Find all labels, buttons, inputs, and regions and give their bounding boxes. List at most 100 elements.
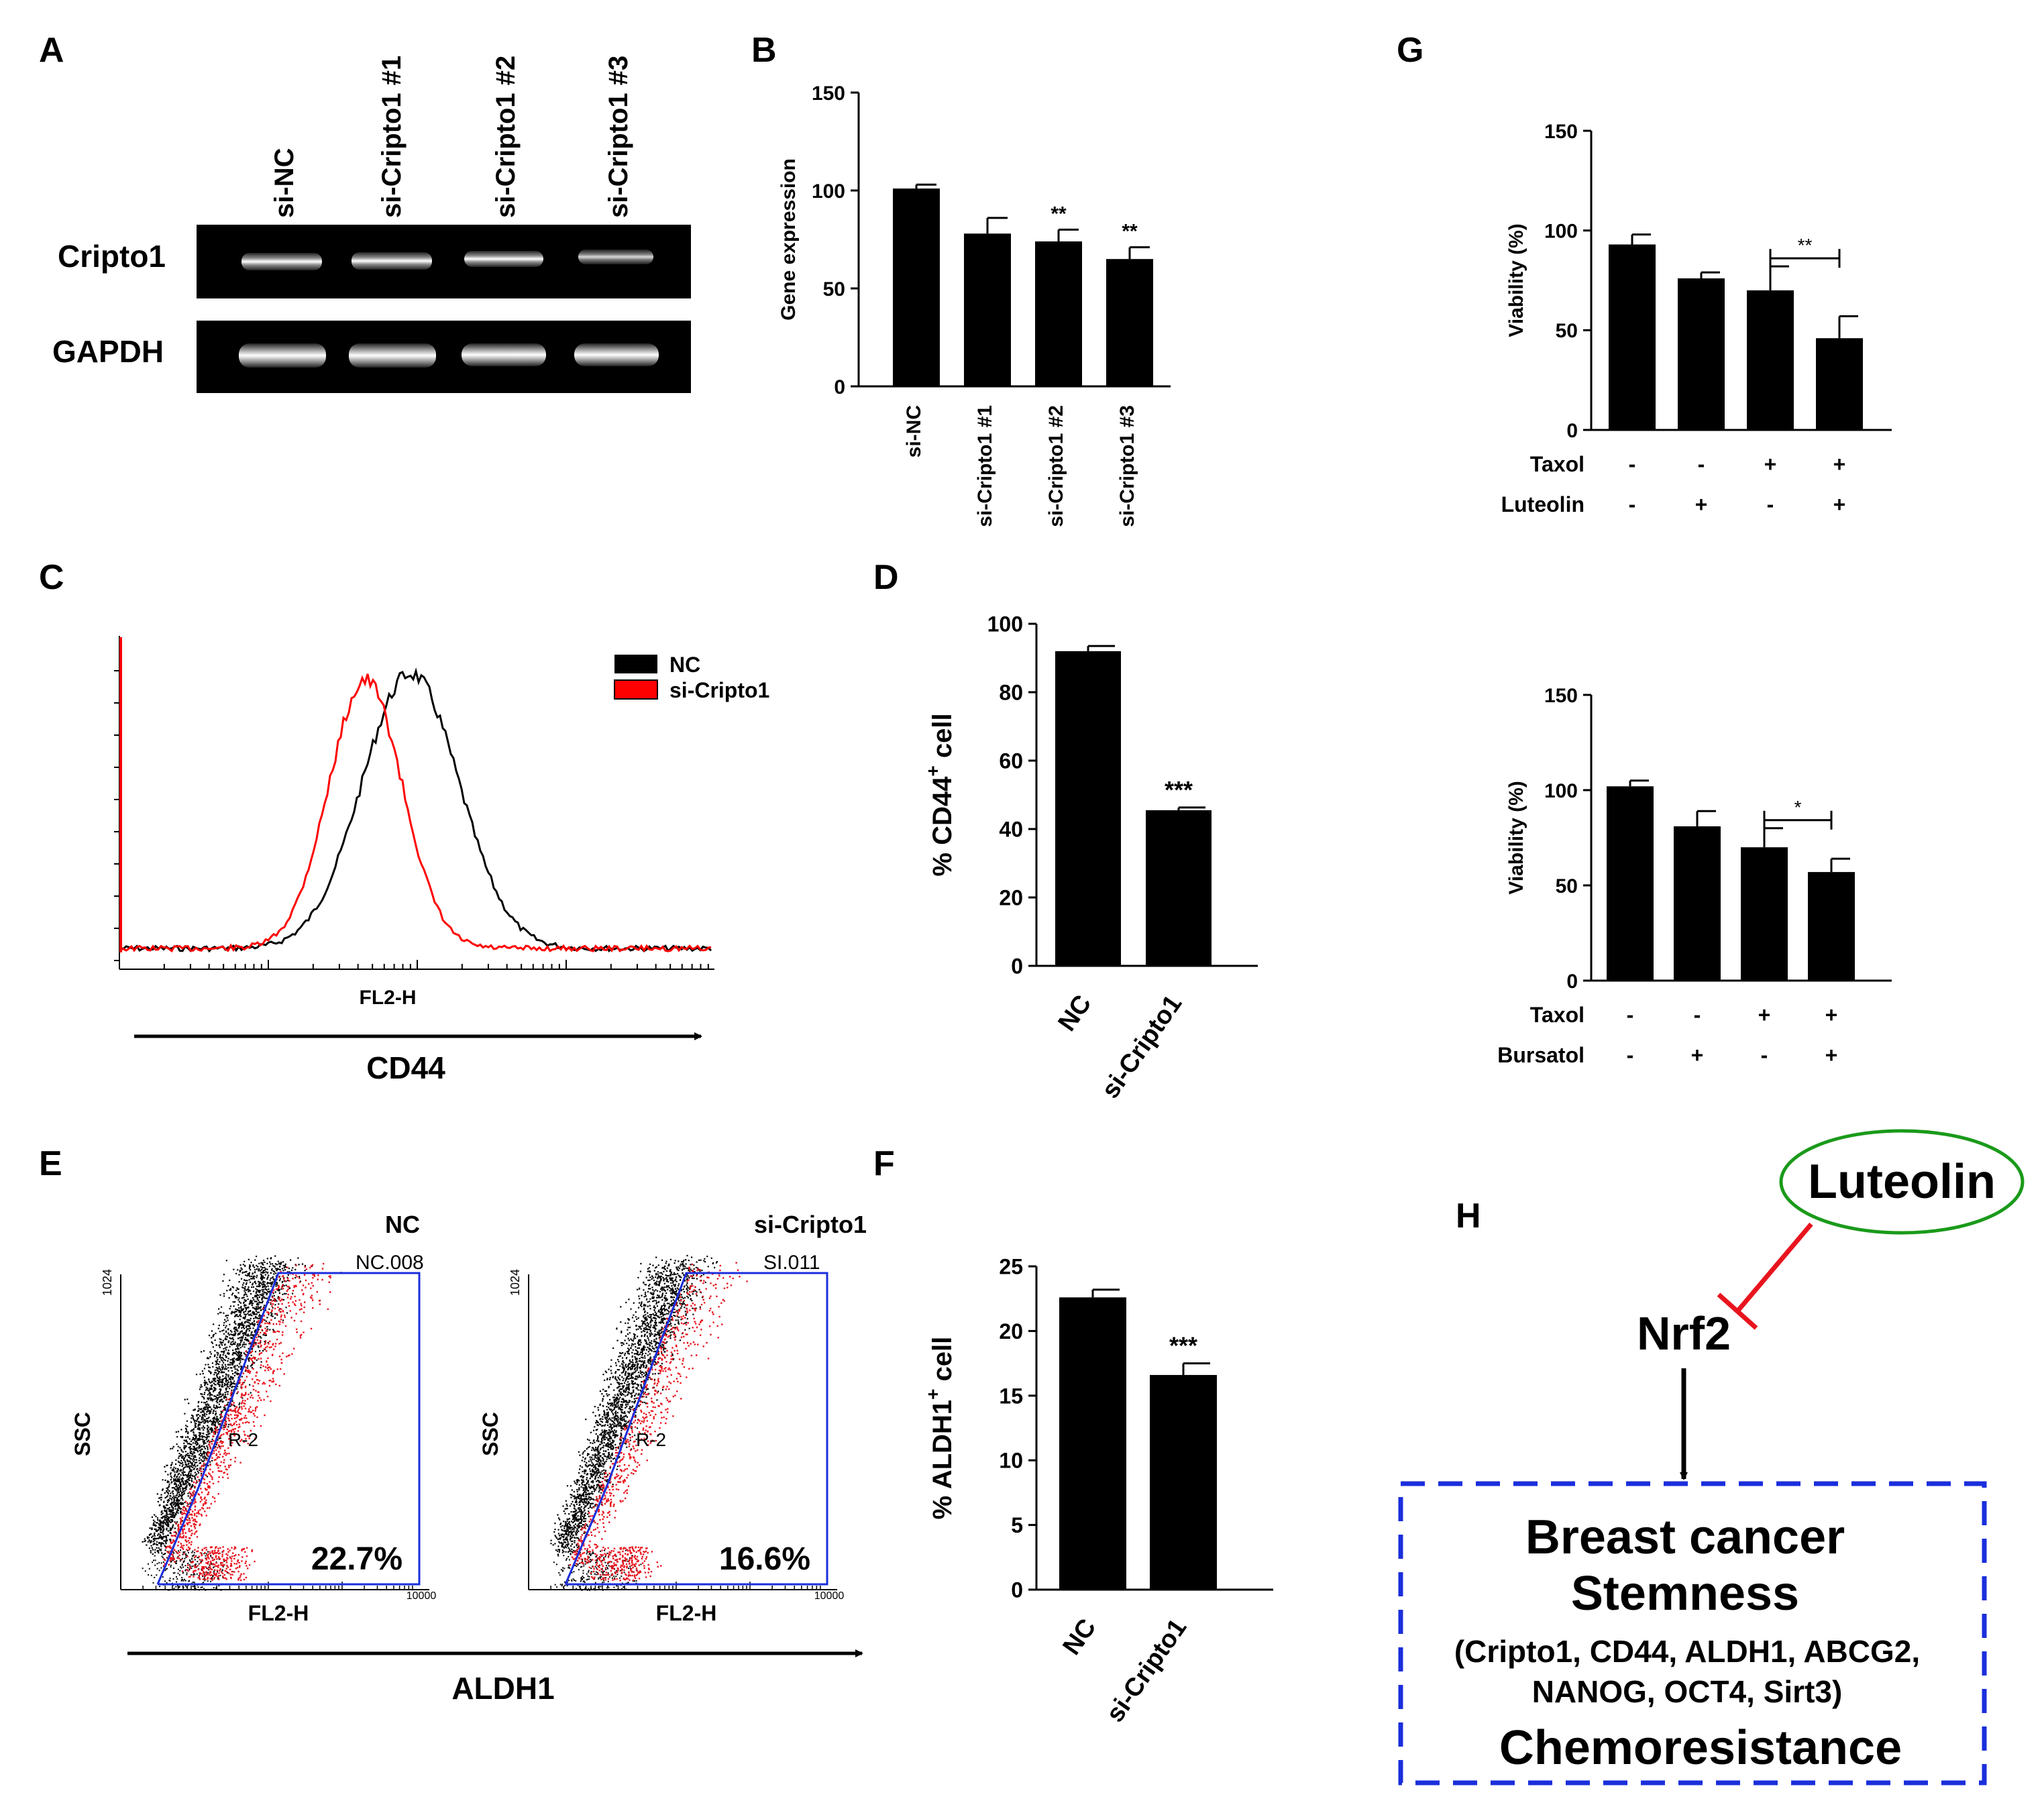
legend-label-nc: NC xyxy=(669,653,700,677)
significance-label: ** xyxy=(1051,203,1067,225)
gel-band xyxy=(464,251,543,267)
bar xyxy=(1741,847,1788,981)
x-tick-label: NC xyxy=(1057,1614,1101,1660)
y-axis-label: % ALDH1+ cell xyxy=(922,1337,957,1520)
flow-dots-red xyxy=(569,1262,748,1582)
chart-aldh1: 0 5 10 15 20 25 NC *** si-Cripto1 % ALDH1+ cell xyxy=(922,1255,1273,1727)
y-tick-label: 80 xyxy=(999,681,1023,705)
y-tick-label: 60 xyxy=(999,749,1023,773)
treatment-sign: - xyxy=(1767,492,1774,516)
flow-x-label: FL2-H xyxy=(656,1601,717,1625)
histogram-curve-nc xyxy=(120,667,712,953)
bar xyxy=(1607,786,1654,981)
treatment-sign: + xyxy=(1825,1043,1838,1067)
gel-band xyxy=(352,252,432,270)
y-tick-label: 0 xyxy=(1011,1578,1023,1602)
treatment-sign: - xyxy=(1629,492,1636,516)
panel-label-b: B xyxy=(751,31,777,70)
x-tick-label: si-NC xyxy=(903,405,925,457)
bar xyxy=(1678,278,1725,430)
gel-band xyxy=(462,343,546,366)
treatment-sign: + xyxy=(1758,1003,1771,1027)
flow-y-label: SSC xyxy=(70,1412,95,1456)
gel-band xyxy=(349,343,436,368)
y-tick-label: 0 xyxy=(1566,420,1578,442)
lane-label: si-Cripto1 #3 xyxy=(604,56,633,218)
flow-percent: 22.7% xyxy=(311,1541,402,1577)
x-tick-label: NC xyxy=(1053,990,1097,1036)
y-axis-label: Gene expression xyxy=(777,158,800,321)
box-genes-line1: (Cripto1, CD44, ALDH1, ABCG2, xyxy=(1454,1634,1920,1669)
y-tick-label: 100 xyxy=(1544,780,1578,802)
x-tick-label: si-Cripto1 xyxy=(1101,1614,1192,1727)
treatment-name: Bursatol xyxy=(1497,1043,1584,1067)
significance-label: ** xyxy=(1122,221,1138,243)
box-title-stemness: Stemness xyxy=(1571,1567,1799,1620)
x-tick-label: si-Cripto1 #2 xyxy=(1045,405,1067,527)
y-axis-label: Viability (%) xyxy=(1505,223,1527,337)
treatment-sign: - xyxy=(1627,1043,1634,1067)
y-tick-label: 5 xyxy=(1011,1513,1023,1537)
flow-y-label: SSC xyxy=(478,1412,502,1456)
bar xyxy=(1747,290,1794,430)
y-tick-label: 50 xyxy=(823,278,845,300)
y-tick-label: 150 xyxy=(1544,121,1578,143)
pathway-diagram: Luteolin Nrf2 Breast cancer Stemness (Cr… xyxy=(1398,1129,2025,1785)
flow-plot-nc: NC NC.008 1024 10000 SSC FL2-H R-2 22.7% xyxy=(70,1211,436,1625)
gel-row-label-gapdh: GAPDH xyxy=(52,334,164,369)
lane-label: si-Cripto1 #1 xyxy=(377,56,407,218)
luteolin-label: Luteolin xyxy=(1808,1155,1996,1209)
flow-dots-black xyxy=(142,1255,313,1591)
inhibition-bar xyxy=(1717,1293,1758,1330)
gel-row-label-cripto1: Cripto1 xyxy=(58,239,166,274)
bar xyxy=(1674,826,1721,981)
legend-swatch-si-cripto1 xyxy=(614,679,658,700)
flow-title: si-Cripto1 xyxy=(754,1211,867,1238)
bar xyxy=(1150,1374,1217,1590)
bar xyxy=(1808,872,1855,981)
y-tick-label: 50 xyxy=(1556,320,1578,342)
treatment-sign: - xyxy=(1694,1003,1701,1027)
inhibition-line xyxy=(1735,1222,1813,1313)
y-tick-label: 0 xyxy=(1011,954,1023,979)
flow-percent: 16.6% xyxy=(719,1541,810,1577)
bar xyxy=(964,233,1011,386)
panel-label-f: F xyxy=(873,1144,895,1183)
flow-gate-label: SI.011 xyxy=(763,1252,820,1274)
nrf2-label: Nrf2 xyxy=(1637,1307,1731,1360)
bar xyxy=(893,188,940,386)
gel-band xyxy=(578,250,653,264)
gel-band xyxy=(239,343,326,368)
lane-label: si-Cripto1 #2 xyxy=(491,56,521,218)
treatment-sign: - xyxy=(1698,452,1705,476)
y-tick-label: 10 xyxy=(999,1449,1023,1473)
y-tick-label: 100 xyxy=(987,612,1023,637)
y-tick-label: 25 xyxy=(999,1255,1023,1279)
bar xyxy=(1816,338,1863,430)
x-tick-label: si-Cripto1 xyxy=(1096,990,1187,1103)
lane-label: si-NC xyxy=(270,148,299,218)
treatment-sign: - xyxy=(1627,1003,1634,1027)
gel-panel: si-NC si-Cripto1 #1 si-Cripto1 #2 si-Cri… xyxy=(52,56,691,393)
treatment-sign: + xyxy=(1825,1003,1838,1027)
flow-plot-si-cripto1: si-Cripto1 SI.011 1024 10000 SSC FL2-H R-2 16.6… xyxy=(478,1211,867,1625)
flow-title: NC xyxy=(385,1211,420,1238)
y-tick-label: 20 xyxy=(999,886,1023,910)
significance-label: *** xyxy=(1165,776,1193,804)
panel-label-h: H xyxy=(1456,1197,1481,1235)
significance-label: * xyxy=(1794,797,1802,818)
y-tick-label: 100 xyxy=(1544,220,1578,242)
panel-label-d: D xyxy=(873,558,899,597)
y-tick-label: 20 xyxy=(999,1319,1023,1343)
flow-region-label: R-2 xyxy=(228,1429,258,1450)
flow-x-label: FL2-H xyxy=(248,1601,309,1625)
aldh1-label: ALDH1 xyxy=(451,1671,554,1706)
bar xyxy=(1055,651,1121,966)
y-tick-label: 15 xyxy=(999,1384,1023,1408)
flow-y-max-label: 1024 xyxy=(101,1269,114,1296)
bar xyxy=(1035,241,1082,386)
significance-label: *** xyxy=(1169,1332,1197,1360)
y-tick-label: 40 xyxy=(999,818,1023,842)
y-axis-label: % CD44+ cell xyxy=(922,713,957,876)
box-title-chemoresistance: Chemoresistance xyxy=(1499,1721,1902,1775)
